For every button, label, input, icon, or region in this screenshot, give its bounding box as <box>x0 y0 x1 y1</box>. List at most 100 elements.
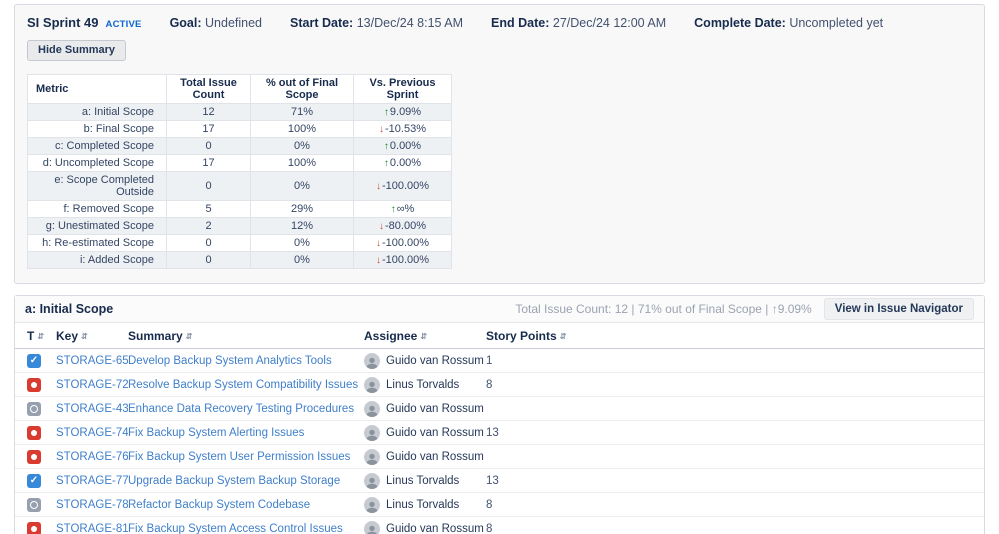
issues-table: T ⇵ Key ⇵ Summary ⇵ Assignee ⇵ Story Points ⇵… <box>15 323 984 534</box>
story-points: 13 <box>486 468 984 493</box>
sprint-end-date: End Date: 27/Dec/24 12:00 AM <box>491 16 667 30</box>
metrics-col-vs: Vs. Previous Sprint <box>353 74 452 104</box>
bug-icon <box>27 449 41 464</box>
table-row: b: Final Scope 17 100% ↓-10.53% <box>27 120 452 138</box>
col-header-key[interactable]: Key ⇵ <box>56 323 128 349</box>
assignee-name: Guido van Rossum <box>386 450 484 463</box>
issue-summary-link[interactable]: Fix Backup System User Permission Issues <box>128 450 351 463</box>
assignee-name: Guido van Rossum <box>386 522 484 534</box>
table-row: e: Scope Completed Outside 0 0% ↓-100.00… <box>27 171 452 201</box>
metrics-header-row: Metric Total Issue Count % out of Final … <box>27 74 452 104</box>
sort-icon: ⇵ <box>559 332 567 341</box>
table-row: STORAGE-78 Refactor Backup System Codeba… <box>15 492 984 517</box>
table-row: STORAGE-77 Upgrade Backup System Backup … <box>15 468 984 493</box>
sprint-goal: Goal: Undefined <box>169 16 263 30</box>
story-points <box>486 396 984 421</box>
issue-summary-link[interactable]: Enhance Data Recovery Testing Procedures <box>128 402 355 415</box>
table-row: STORAGE-81 Fix Backup System Access Cont… <box>15 516 984 534</box>
bug-icon <box>27 521 41 534</box>
table-row: STORAGE-76 Fix Backup System User Permis… <box>15 444 984 469</box>
trend-up-icon: ↑ <box>383 107 389 118</box>
hide-summary-button[interactable]: Hide Summary <box>27 40 127 61</box>
section-stats: Total Issue Count: 12 | 71% out of Final… <box>515 302 812 316</box>
issue-key-link[interactable]: STORAGE-76 <box>56 450 128 463</box>
story-points: 8 <box>486 492 984 517</box>
avatar <box>364 472 380 489</box>
avatar <box>364 448 380 465</box>
issue-key-link[interactable]: STORAGE-72 <box>56 378 128 391</box>
metrics-col-metric: Metric <box>27 74 167 104</box>
issue-key-link[interactable]: STORAGE-81 <box>56 522 128 534</box>
table-row: d: Uncompleted Scope 17 100% ↑0.00% <box>27 154 452 172</box>
sort-icon: ⇵ <box>37 332 45 341</box>
sprint-start-date: Start Date: 13/Dec/24 8:15 AM <box>290 16 464 30</box>
table-row: STORAGE-74 Fix Backup System Alerting Is… <box>15 420 984 445</box>
sprint-complete-date: Complete Date: Uncompleted yet <box>694 16 884 30</box>
trend-down-icon: ↓ <box>375 255 381 266</box>
sprint-header: SI Sprint 49 ACTIVE Goal: Undefined Star… <box>27 15 974 30</box>
table-row: STORAGE-72 Resolve Backup System Compati… <box>15 372 984 397</box>
bug-icon <box>27 425 41 440</box>
avatar <box>364 400 380 417</box>
avatar <box>364 376 380 393</box>
story-points: 1 <box>486 348 984 373</box>
avatar <box>364 352 380 369</box>
issue-key-link[interactable]: STORAGE-65 <box>56 354 128 367</box>
table-row: a: Initial Scope 12 71% ↑9.09% <box>27 103 452 121</box>
assignee-name: Guido van Rossum <box>386 426 484 439</box>
col-header-type[interactable]: T ⇵ <box>15 323 56 349</box>
assignee-name: Guido van Rossum <box>386 354 484 367</box>
issue-key-link[interactable]: STORAGE-43 <box>56 402 128 415</box>
trend-up-icon: ↑ <box>390 204 396 215</box>
trend-down-icon: ↓ <box>379 124 384 135</box>
story-points: 13 <box>486 420 984 445</box>
table-row: f: Removed Scope 5 29% ↑∞% <box>27 200 452 218</box>
issues-header-row: T ⇵ Key ⇵ Summary ⇵ Assignee ⇵ Story Points ⇵ <box>15 323 984 349</box>
story-points: 8 <box>486 372 984 397</box>
issue-summary-link[interactable]: Fix Backup System Alerting Issues <box>128 426 305 439</box>
sprint-metrics-table: Metric Total Issue Count % out of Final … <box>27 74 452 269</box>
avatar <box>364 424 380 441</box>
section-title: a: Initial Scope <box>25 302 114 316</box>
table-row: i: Added Scope 0 0% ↓-100.00% <box>27 251 452 269</box>
issue-summary-link[interactable]: Resolve Backup System Compatibility Issu… <box>128 378 359 391</box>
assignee-name: Linus Torvalds <box>386 378 460 391</box>
table-row: STORAGE-43 Enhance Data Recovery Testing… <box>15 396 984 421</box>
col-header-summary[interactable]: Summary ⇵ <box>128 323 364 349</box>
assignee-name: Guido van Rossum <box>386 402 484 415</box>
issue-key-link[interactable]: STORAGE-74 <box>56 426 128 439</box>
bug-icon <box>27 377 41 392</box>
issue-key-link[interactable]: STORAGE-78 <box>56 498 128 511</box>
avatar <box>364 496 380 513</box>
sprint-status-badge: ACTIVE <box>105 19 142 30</box>
metrics-col-pct: % out of Final Scope <box>250 74 354 104</box>
sort-icon: ⇵ <box>81 332 88 341</box>
sprint-summary-card: SI Sprint 49 ACTIVE Goal: Undefined Star… <box>14 4 985 284</box>
issue-summary-link[interactable]: Upgrade Backup System Backup Storage <box>128 474 341 487</box>
col-header-story-points[interactable]: Story Points ⇵ <box>486 323 984 349</box>
metrics-col-count: Total Issue Count <box>166 74 251 104</box>
assignee-name: Linus Torvalds <box>386 498 460 511</box>
table-row: STORAGE-65 Develop Backup System Analyti… <box>15 348 984 373</box>
sprint-title: SI Sprint 49 <box>27 15 99 30</box>
view-in-issue-navigator-button[interactable]: View in Issue Navigator <box>823 298 974 320</box>
trend-down-icon: ↓ <box>375 238 381 249</box>
section-header: a: Initial Scope Total Issue Count: 12 |… <box>15 296 984 323</box>
sort-icon: ⇵ <box>185 332 193 341</box>
task-icon <box>27 353 41 368</box>
story-points <box>486 444 984 469</box>
issue-key-link[interactable]: STORAGE-77 <box>56 474 128 487</box>
trend-up-icon: ↑ <box>383 141 389 152</box>
issue-type-icon <box>27 401 41 416</box>
issue-summary-link[interactable]: Refactor Backup System Codebase <box>128 498 311 511</box>
assignee-name: Linus Torvalds <box>386 474 460 487</box>
col-header-assignee[interactable]: Assignee ⇵ <box>364 323 486 349</box>
trend-down-icon: ↓ <box>375 181 381 192</box>
trend-up-icon: ↑ <box>383 158 389 169</box>
table-row: h: Re-estimated Scope 0 0% ↓-100.00% <box>27 234 452 252</box>
issue-summary-link[interactable]: Develop Backup System Analytics Tools <box>128 354 332 367</box>
story-points: 8 <box>486 516 984 534</box>
issue-summary-link[interactable]: Fix Backup System Access Control Issues <box>128 522 343 534</box>
trend-down-icon: ↓ <box>379 221 384 232</box>
